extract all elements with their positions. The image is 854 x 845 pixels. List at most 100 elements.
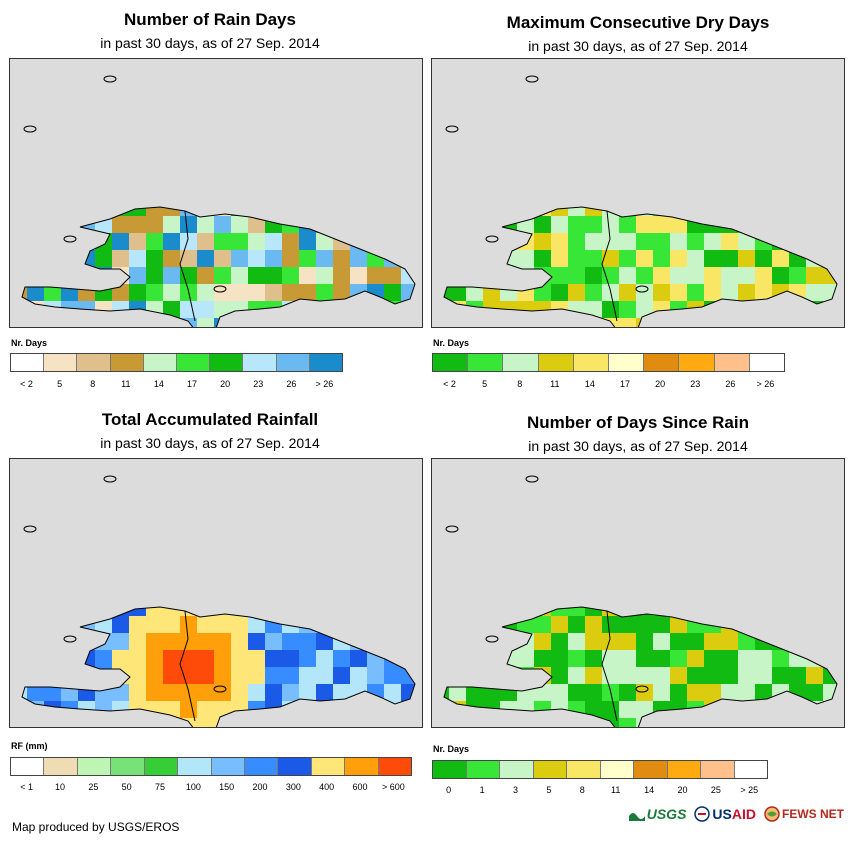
map-grid-cell <box>44 301 61 318</box>
map-grid-cell <box>602 301 619 318</box>
map-grid-cell <box>738 667 755 684</box>
map-grid-cell <box>316 301 333 318</box>
map-grid-cell <box>384 667 401 684</box>
map-grid-cell <box>534 207 551 216</box>
map-grid-cell <box>384 216 401 233</box>
map-grid-cell <box>61 701 78 718</box>
map-grid-cell <box>163 607 180 616</box>
legend-ticks: < 1 10 25 50 75 100 150 200 300 400 600 > 600 <box>10 782 410 794</box>
map-grid-cell <box>78 233 95 250</box>
map-grid-cell <box>721 718 738 727</box>
map-grid-cell <box>619 718 636 727</box>
legend-ticks: < 2 5 8 11 14 17 20 23 26 > 26 <box>10 379 341 391</box>
map-grid-cell <box>384 633 401 650</box>
map-grid-cell <box>299 233 316 250</box>
map-grid-cell <box>146 250 163 267</box>
map-grid-cell <box>500 633 517 650</box>
legend-swatch <box>211 758 245 775</box>
map-grid-cell <box>670 207 687 216</box>
map-grid-cell <box>180 701 197 718</box>
legend-tick-label: 5 <box>57 379 63 389</box>
map-grid-cell <box>146 607 163 616</box>
map-grid-cell <box>95 616 112 633</box>
map-grid-cell <box>129 633 146 650</box>
legend-tick-label: 17 <box>187 379 198 389</box>
map-grid-cell <box>789 216 806 233</box>
map-grid-cell <box>466 616 483 633</box>
panel-subtitle: in past 30 days, as of 27 Sep. 2014 <box>528 438 748 454</box>
map-grid-cell <box>22 701 27 718</box>
map-grid-cell <box>316 607 333 616</box>
map-grid-cell <box>551 233 568 250</box>
map-grid-cell <box>112 633 129 650</box>
map-grid-cell <box>738 318 755 327</box>
map-grid-cell <box>22 301 27 318</box>
small-island <box>213 685 227 693</box>
legend-swatch <box>77 758 112 775</box>
map-grid-cell <box>44 250 61 267</box>
legend-swatch <box>533 761 567 778</box>
map-grid-cell <box>197 667 214 684</box>
map-grid-cell <box>384 701 401 718</box>
map-grid-cell <box>551 667 568 684</box>
map-grid-cell <box>401 207 415 216</box>
map-grid-cell <box>367 207 384 216</box>
panel-rain-days: Number of Rain Days in past 30 days, as … <box>0 0 420 400</box>
map-grid-cell <box>619 267 636 284</box>
map-grid-cell <box>806 284 823 301</box>
map-grid-cell <box>231 718 248 727</box>
map-grid-cell <box>840 199 844 216</box>
map-grid-cell <box>466 216 483 233</box>
map-grid-cell <box>316 633 333 650</box>
map-grid-cell <box>602 607 619 616</box>
map-grid-cell <box>350 718 367 727</box>
map-grid-cell <box>687 284 704 301</box>
map-grid-cell <box>265 267 282 284</box>
map-days-since-rain <box>431 458 845 728</box>
map-grid-cell <box>248 250 265 267</box>
map-grid-cell <box>755 616 772 633</box>
map-grid-cell <box>163 633 180 650</box>
map-grid-cell <box>619 684 636 701</box>
map-grid-cell <box>619 216 636 233</box>
map-grid-cell <box>129 607 146 616</box>
map-canvas <box>21 475 416 727</box>
map-grid-cell <box>534 318 551 327</box>
map-grid-cell <box>789 616 806 633</box>
map-grid-cell <box>755 667 772 684</box>
panel-dry-days: Maximum Consecutive Dry Days in past 30 … <box>428 3 848 403</box>
map-grid-cell <box>418 301 422 318</box>
legend-ticks: < 2 5 8 11 14 17 20 23 26 > 26 <box>432 379 783 391</box>
map-grid-cell <box>602 267 619 284</box>
map-grid-cell <box>350 216 367 233</box>
map-grid-cell <box>585 718 602 727</box>
map-grid-cell <box>231 216 248 233</box>
map-grid-cell <box>738 650 755 667</box>
country-border <box>601 610 618 722</box>
map-grid-cell <box>619 233 636 250</box>
map-grid-cell <box>367 318 384 327</box>
legend-swatch <box>634 761 668 778</box>
map-grid-cell <box>282 284 299 301</box>
map-grid-cell <box>22 318 27 327</box>
map-grid-cell <box>568 267 585 284</box>
map-grid-cell <box>636 233 653 250</box>
map-grid-cell <box>806 267 823 284</box>
map-grid-cell <box>670 267 687 284</box>
map-grid-cell <box>840 318 844 327</box>
map-grid-cell <box>636 607 653 616</box>
map-grid-cell <box>316 318 333 327</box>
map-grid-cell <box>449 267 466 284</box>
map-grid-cell <box>806 701 823 718</box>
map-grid-cell <box>27 718 44 727</box>
small-island <box>485 235 499 243</box>
map-grid-cell <box>401 616 415 633</box>
map-grid-cell <box>265 667 282 684</box>
map-grid-cell <box>772 250 789 267</box>
legend-tick-label: 11 <box>121 379 131 389</box>
map-grid-cell <box>146 718 163 727</box>
map-grid-cell <box>823 301 837 318</box>
map-grid-cell <box>517 650 534 667</box>
map-grid-cell <box>636 250 653 267</box>
map-grid-cell <box>350 650 367 667</box>
